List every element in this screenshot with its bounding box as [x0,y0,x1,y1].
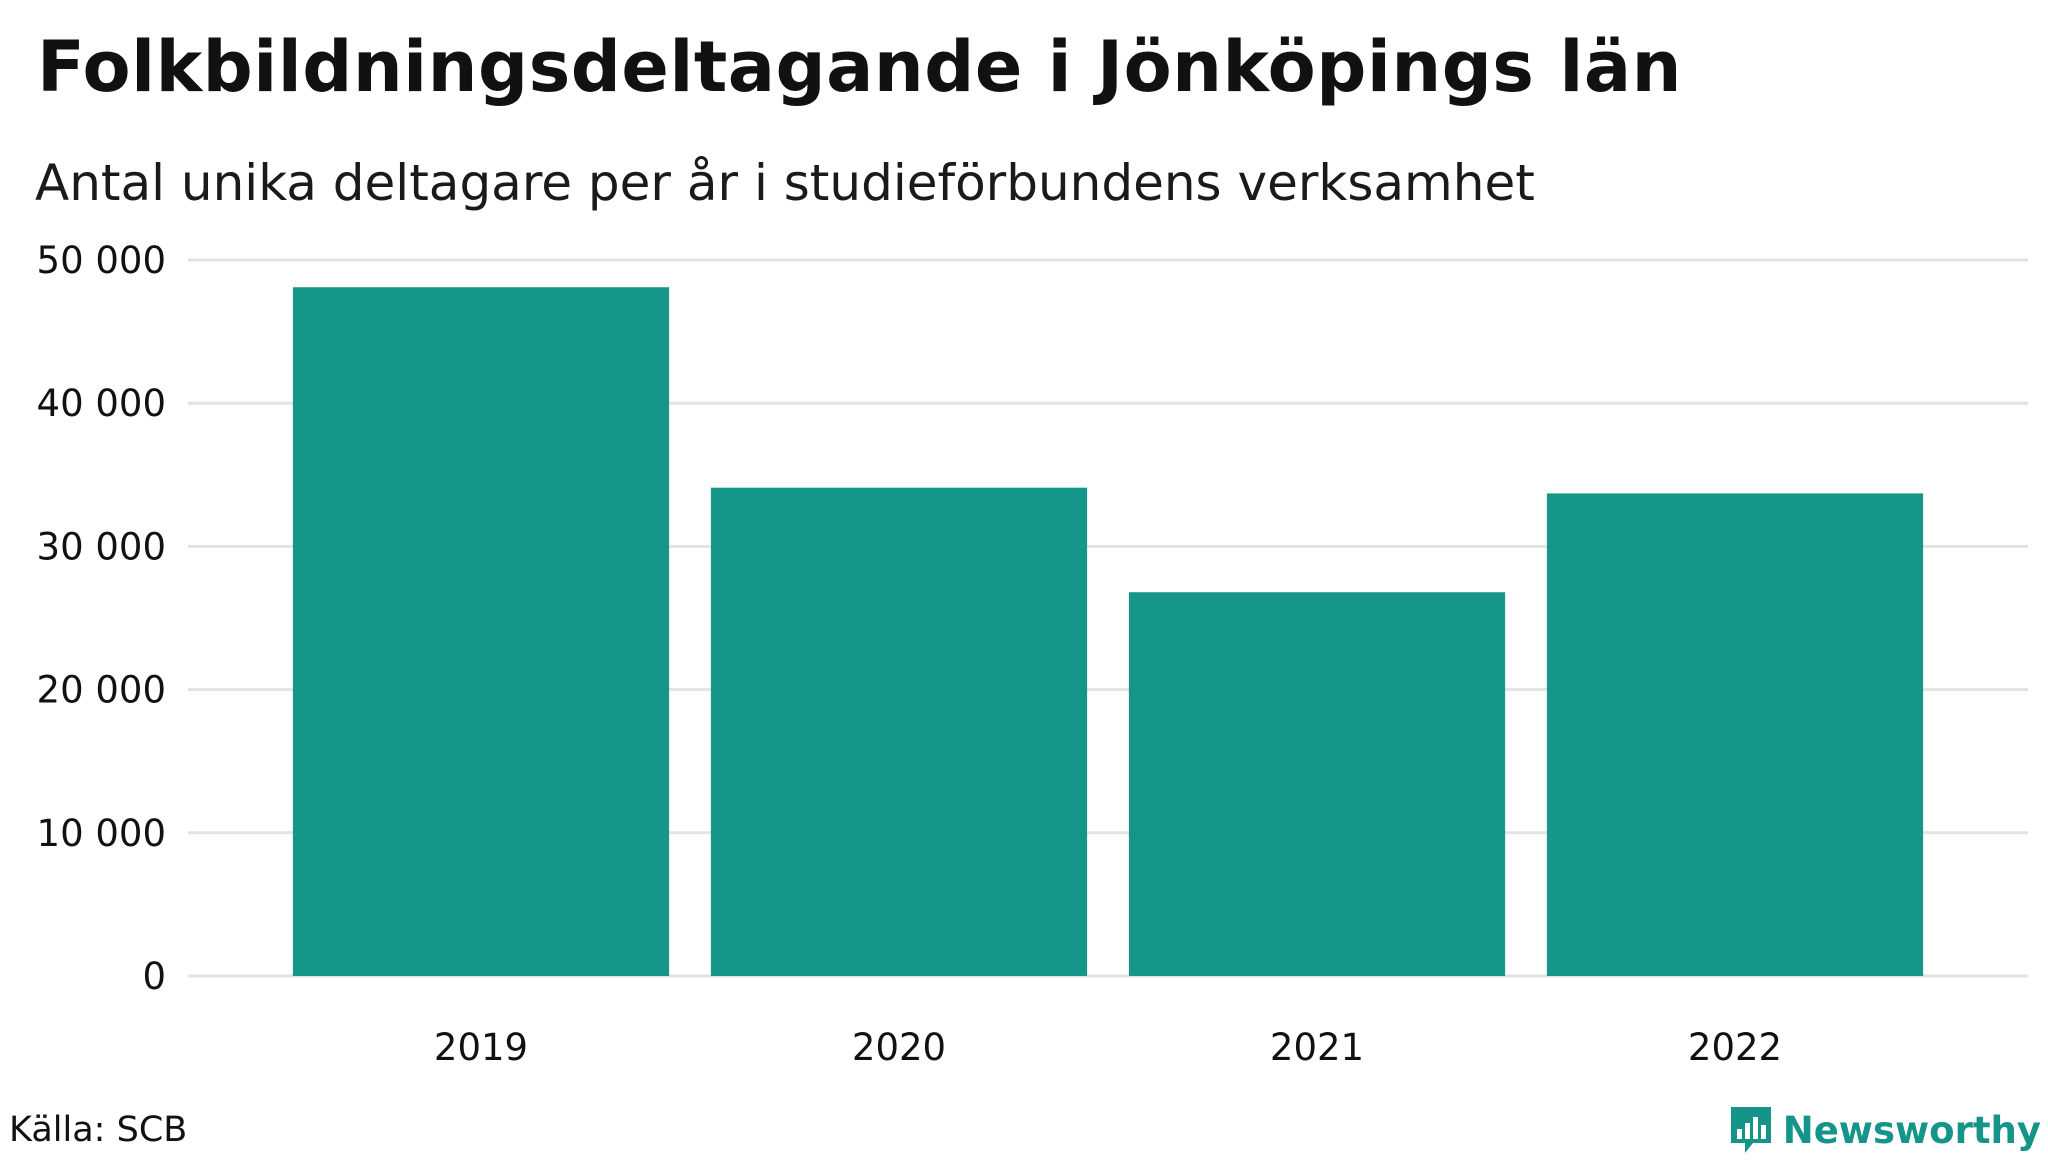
bar-2019 [292,287,670,976]
chart-title: Folkbildningsdeltagande i Jönköpings län [37,26,1682,108]
newsworthy-logo-icon [1730,1107,1771,1153]
x-tick-label: 2020 [852,1026,946,1069]
y-tick-label: 10 000 [37,812,166,855]
bars [292,287,1924,976]
chart-subtitle: Antal unika deltagare per år i studieför… [35,154,1535,212]
y-tick-label: 40 000 [37,382,166,425]
x-axis-tick-labels: 2019 2020 2021 2022 [434,1026,1782,1069]
x-tick-label: 2021 [1270,1026,1364,1069]
brand-name: Newsworthy [1782,1108,2041,1152]
brand-logo: Newsworthy [1727,1100,2041,1160]
x-tick-label: 2022 [1688,1026,1782,1069]
bar-2021 [1128,592,1506,976]
y-tick-label: 30 000 [37,525,166,568]
y-axis-tick-labels: 0 10 000 20 000 30 000 40 000 50 000 [37,239,166,998]
source-note: Källa: SCB [9,1110,188,1150]
x-tick-label: 2019 [434,1026,528,1069]
y-tick-label: 0 [142,955,166,998]
y-tick-label: 20 000 [37,669,166,712]
y-tick-label: 50 000 [37,239,166,282]
bar-2020 [710,487,1088,976]
bar-2022 [1546,493,1924,976]
